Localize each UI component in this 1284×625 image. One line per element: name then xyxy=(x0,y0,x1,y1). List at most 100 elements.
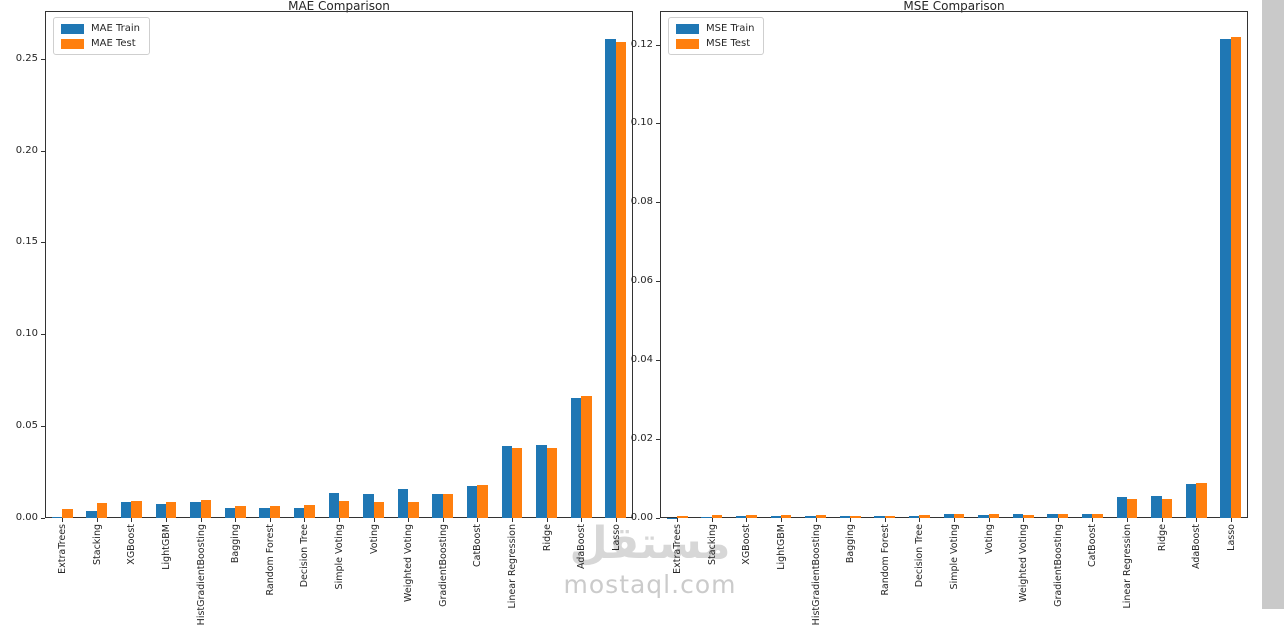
x-tick-label-histgradientboosting: HistGradientBoosting xyxy=(811,524,822,625)
legend-label: MSE Test xyxy=(706,38,750,49)
bar-mae-test-xgboost xyxy=(131,501,141,518)
bar-mae-test-decision-tree xyxy=(304,505,314,518)
x-tick xyxy=(850,518,851,522)
x-tick xyxy=(954,518,955,522)
bar-mse-train-simple-voting xyxy=(944,514,954,518)
bar-mae-train-extratrees xyxy=(52,517,62,518)
bar-mse-train-weighted-voting xyxy=(1013,514,1023,518)
x-tick-label-bagging: Bagging xyxy=(845,524,856,563)
x-tick-label-stacking: Stacking xyxy=(92,524,103,565)
x-tick xyxy=(547,518,548,522)
x-tick xyxy=(1058,518,1059,522)
x-tick xyxy=(1196,518,1197,522)
y-tick-label: 0.05 xyxy=(4,421,38,431)
x-tick xyxy=(885,518,886,522)
scrollbar-track[interactable] xyxy=(1262,0,1284,609)
bar-mae-test-simple-voting xyxy=(339,501,349,518)
x-tick-label-lasso: Lasso xyxy=(611,524,622,551)
x-tick-label-decision-tree: Decision Tree xyxy=(914,524,925,587)
bar-mae-train-voting xyxy=(363,494,373,518)
bar-mse-test-weighted-voting xyxy=(1023,515,1033,518)
y-tick xyxy=(656,281,660,282)
x-tick-label-weighted-voting: Weighted Voting xyxy=(1018,524,1029,602)
bar-mae-test-histgradientboosting xyxy=(201,500,211,518)
x-tick xyxy=(1231,518,1232,522)
bar-mse-test-stacking xyxy=(712,515,722,518)
y-tick xyxy=(41,242,45,243)
y-tick xyxy=(41,151,45,152)
x-tick-label-linear-regression: Linear Regression xyxy=(507,524,518,609)
x-tick xyxy=(746,518,747,522)
y-tick-label: 0.00 xyxy=(4,513,38,523)
bar-mae-test-gradientboosting xyxy=(443,494,453,518)
x-tick-label-xgboost: XGBoost xyxy=(741,524,752,565)
x-tick xyxy=(1092,518,1093,522)
bar-mae-train-simple-voting xyxy=(329,493,339,518)
bar-mae-test-linear-regression xyxy=(512,448,522,518)
bar-mse-test-lasso xyxy=(1231,37,1241,518)
y-tick xyxy=(41,59,45,60)
legend-mse: MSE Train MSE Test xyxy=(668,17,764,55)
y-tick-label: 0.20 xyxy=(4,146,38,156)
legend-swatch-mae-test-icon xyxy=(61,39,84,49)
x-tick-label-catboost: CatBoost xyxy=(1087,524,1098,567)
bar-mae-train-gradientboosting xyxy=(432,494,442,518)
bar-mae-train-ridge xyxy=(536,445,546,518)
x-tick-label-extratrees: ExtraTrees xyxy=(672,524,683,574)
bar-mae-train-decision-tree xyxy=(294,508,304,518)
legend-entry: MSE Test xyxy=(676,38,754,49)
bar-mse-test-adaboost xyxy=(1196,483,1206,518)
legend-swatch-mse-test-icon xyxy=(676,39,699,49)
x-tick-label-stacking: Stacking xyxy=(707,524,718,565)
x-tick xyxy=(816,518,817,522)
bar-mse-train-decision-tree xyxy=(909,516,919,518)
legend-entry: MSE Train xyxy=(676,23,754,34)
x-tick xyxy=(443,518,444,522)
y-tick xyxy=(656,518,660,519)
bar-mae-test-lightgbm xyxy=(166,502,176,518)
x-tick-label-adaboost: AdaBoost xyxy=(576,524,587,569)
bar-mse-test-ridge xyxy=(1162,499,1172,518)
bar-mae-train-linear-regression xyxy=(502,446,512,518)
bar-mae-test-voting xyxy=(374,502,384,518)
x-tick-label-bagging: Bagging xyxy=(230,524,241,563)
x-tick xyxy=(235,518,236,522)
bar-mse-train-adaboost xyxy=(1186,484,1196,518)
bar-mae-train-bagging xyxy=(225,508,235,518)
bar-mse-test-voting xyxy=(989,514,999,518)
y-tick-label: 0.06 xyxy=(619,276,653,286)
x-tick xyxy=(1127,518,1128,522)
legend-mae: MAE Train MAE Test xyxy=(53,17,150,55)
x-tick xyxy=(166,518,167,522)
x-tick-label-histgradientboosting: HistGradientBoosting xyxy=(196,524,207,625)
x-tick-label-voting: Voting xyxy=(369,524,380,554)
y-tick xyxy=(656,439,660,440)
bar-mse-test-xgboost xyxy=(746,515,756,518)
bar-mse-train-lasso xyxy=(1220,39,1230,518)
x-tick xyxy=(97,518,98,522)
legend-label: MAE Train xyxy=(91,23,140,34)
x-tick-label-lightgbm: LightGBM xyxy=(161,524,172,570)
x-tick-label-lasso: Lasso xyxy=(1226,524,1237,551)
legend-entry: MAE Test xyxy=(61,38,140,49)
bar-mse-test-gradientboosting xyxy=(1058,514,1068,518)
bar-mse-train-stacking xyxy=(701,517,711,518)
x-tick-label-simple-voting: Simple Voting xyxy=(334,524,345,589)
bar-mae-test-extratrees xyxy=(62,509,72,518)
x-tick-label-simple-voting: Simple Voting xyxy=(949,524,960,589)
y-tick-label: 0.12 xyxy=(619,40,653,50)
x-tick-label-gradientboosting: GradientBoosting xyxy=(438,524,449,607)
x-tick xyxy=(616,518,617,522)
bar-mse-train-linear-regression xyxy=(1117,497,1127,518)
x-tick xyxy=(408,518,409,522)
bar-mse-test-simple-voting xyxy=(954,514,964,518)
legend-label: MAE Test xyxy=(91,38,136,49)
bar-mae-test-weighted-voting xyxy=(408,502,418,518)
x-tick xyxy=(712,518,713,522)
bar-mae-train-lightgbm xyxy=(156,504,166,518)
x-tick-label-decision-tree: Decision Tree xyxy=(299,524,310,587)
y-tick xyxy=(41,334,45,335)
y-tick xyxy=(656,123,660,124)
bar-mse-test-bagging xyxy=(850,516,860,518)
x-tick xyxy=(512,518,513,522)
